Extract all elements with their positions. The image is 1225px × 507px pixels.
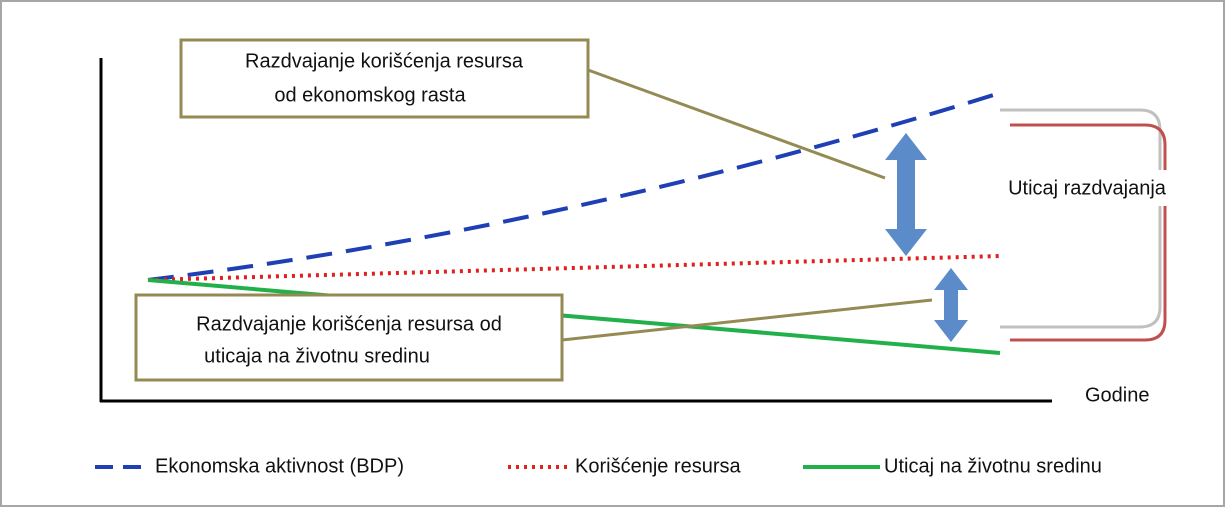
bracket-label: Uticaj razdvajanja (1008, 177, 1167, 199)
callout-text: Razdvajanje korišćenja resursa (245, 50, 524, 72)
connector (561, 298, 933, 342)
x-axis-label: Godine (1085, 384, 1150, 406)
callout-text: od ekonomskog rasta (274, 84, 466, 106)
double-arrow (885, 133, 927, 256)
bracket (1000, 108, 1162, 329)
gdp-line (147, 91, 1001, 282)
label-bg (985, 170, 1190, 206)
callout-box (134, 293, 564, 382)
bracket (1010, 123, 1167, 342)
callout-text: uticaja na životnu sredinu (204, 345, 430, 367)
callout-box (179, 38, 590, 119)
legend-label: Uticaj na životnu sredinu (884, 455, 1102, 477)
double-arrow (934, 268, 968, 342)
resource-line (147, 254, 1001, 282)
legend-label: Korišćenje resursa (575, 455, 742, 477)
legend-label: Ekonomska aktivnost (BDP) (155, 455, 404, 477)
callout-text: Razdvajanje korišćenja resursa od (196, 313, 502, 335)
impact-line (147, 278, 1001, 355)
connector (587, 68, 886, 180)
